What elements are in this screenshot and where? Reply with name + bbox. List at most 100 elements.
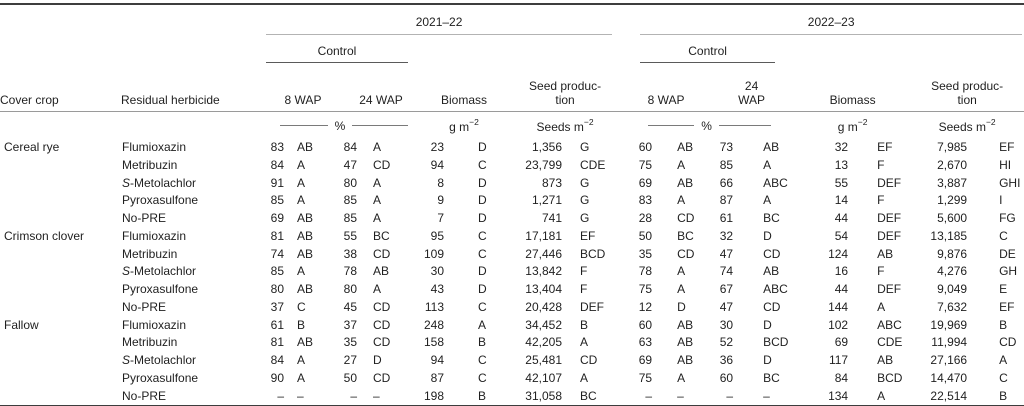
value-cell: 20,428 (525, 299, 562, 314)
percent-rule-2021: % (266, 119, 422, 133)
biomass-units-2021: g m−2 (422, 112, 506, 140)
value-cell: 248 (423, 317, 444, 332)
value-cell: 66 (719, 175, 734, 190)
letter-group-cell: E (999, 282, 1008, 296)
seed-production-2022-header: Seed produc-tion (910, 63, 1024, 112)
value-cell: 78 (343, 264, 357, 279)
value-cell: 32 (719, 228, 734, 243)
letter-group-cell: AB (297, 335, 314, 350)
biomass-2022-header: Biomass (795, 63, 911, 112)
value-cell: 45 (343, 299, 357, 314)
herbicide-cell: Metribuzin (122, 246, 178, 261)
value-cell: – (277, 388, 284, 403)
value-cell: 1,299 (937, 193, 968, 208)
wap24-2022-label: 24 WAP (738, 78, 766, 107)
percent-label: % (701, 118, 712, 133)
letter-group-cell: CD (763, 299, 781, 314)
value-cell: 87 (430, 370, 444, 385)
letter-group-cell: AB (677, 175, 694, 190)
table-row: Pyroxasulfone 90 A 50 CD 87 C 42,107 A 75 A 60 BC 84 B… (0, 370, 1024, 388)
value-cell: 75 (638, 157, 653, 172)
spacer-cell (795, 35, 1024, 63)
letter-group-cell: G (580, 211, 590, 225)
value-cell: 44 (834, 282, 849, 296)
value-cell: 124 (828, 246, 849, 261)
letter-group-cell: CD (763, 246, 781, 261)
table-row: No-PRE – – – –198 B 31,058 BC – – – –134 A 22,514 B (0, 388, 1024, 406)
value-cell: 34,452 (525, 317, 562, 332)
value-cell: 85 (343, 211, 357, 225)
letter-group-cell: F (877, 193, 885, 208)
value-cell: 117 (828, 353, 849, 367)
letter-group-cell: BCD (763, 335, 789, 350)
value-cell: 35 (343, 335, 357, 350)
value-cell: 69 (834, 335, 849, 350)
biomass-2021-header: Biomass (422, 63, 506, 112)
value-cell: 78 (638, 264, 653, 279)
seeds-units-2021: Seeds m−2 (506, 112, 624, 140)
value-cell: 42,205 (525, 335, 562, 350)
letter-group-cell: AB (677, 317, 694, 332)
letter-group-cell: EF (999, 299, 1015, 314)
letter-group-cell: AB (297, 140, 314, 154)
table-row: Pyroxasulfone 85 A 85 A 9 D 1,271 G 83 A 87 A 14 F 1,29… (0, 192, 1024, 210)
table-row: Fallow Flumioxazin 61 B 37 CD 248 A 34,452 B 60 AB 3… (0, 317, 1024, 335)
value-cell: 741 (541, 211, 562, 225)
value-cell: 69 (270, 211, 284, 225)
letter-group-cell: A (297, 370, 306, 385)
value-cell: 113 (424, 299, 444, 314)
seed-production-line2: tion (555, 92, 575, 107)
letter-group-cell: C (478, 370, 487, 385)
letter-group-cell: – (677, 388, 684, 403)
letter-group-cell: DEF (877, 282, 902, 296)
letter-group-cell: C (999, 228, 1008, 243)
value-cell: 1,271 (531, 193, 562, 208)
value-cell: 50 (343, 370, 357, 385)
letter-group-cell: D (763, 317, 772, 332)
value-cell: 28 (638, 211, 653, 225)
letter-group-cell: CD (580, 353, 598, 367)
letter-group-cell: A (580, 370, 589, 385)
herbicide-cell: Flumioxazin (122, 228, 187, 243)
letter-group-cell: CD (677, 211, 695, 225)
value-cell: 80 (270, 282, 284, 296)
letter-group-cell: A (677, 157, 686, 172)
year-header-row: 2021–22 2022–23 (0, 4, 1024, 35)
letter-group-cell: A (580, 335, 589, 350)
seed-production-2021-header: Seed produc-tion (506, 63, 625, 112)
value-cell: 27 (343, 353, 357, 367)
value-cell: 73 (719, 140, 734, 154)
letter-group-cell: C (478, 246, 487, 261)
letter-group-cell: A (763, 193, 772, 208)
value-cell: 85 (270, 264, 284, 279)
value-cell: 23,799 (525, 157, 562, 172)
letter-group-cell: A (677, 264, 686, 279)
letter-group-cell: CD (373, 335, 391, 350)
control-2022-rule: Control (640, 44, 776, 63)
herbicide-cell: Metribuzin (122, 157, 178, 172)
seed-production-line2: tion (957, 92, 977, 107)
cover-crop-cell: Crimson clover (4, 228, 85, 243)
value-cell: 1,356 (531, 140, 562, 154)
letter-group-cell: D (478, 282, 487, 296)
value-cell: 54 (834, 228, 849, 243)
letter-group-cell: A (677, 370, 686, 385)
value-cell: 91 (270, 175, 284, 190)
value-cell: 36 (719, 353, 734, 367)
residual-herbicide-header: Residual herbicide (121, 63, 266, 112)
letter-group-cell: AB (763, 264, 780, 279)
letter-group-cell: G (580, 140, 590, 154)
value-cell: 94 (430, 353, 444, 367)
herbicide-cell: S-Metolachlor (122, 353, 197, 367)
seed-production-line1: Seed produc- (931, 78, 1004, 93)
percent-units-2021-cell: % (266, 112, 422, 140)
value-cell: 14,470 (930, 370, 968, 385)
letter-group-cell: C (999, 370, 1008, 385)
letter-group-cell: B (297, 317, 306, 332)
value-cell: – (726, 388, 734, 403)
value-cell: 30 (430, 264, 444, 279)
value-cell: 47 (343, 157, 357, 172)
letter-group-cell: G (580, 175, 590, 190)
letter-group-cell: DE (999, 246, 1016, 261)
value-cell: 13,842 (525, 264, 562, 279)
